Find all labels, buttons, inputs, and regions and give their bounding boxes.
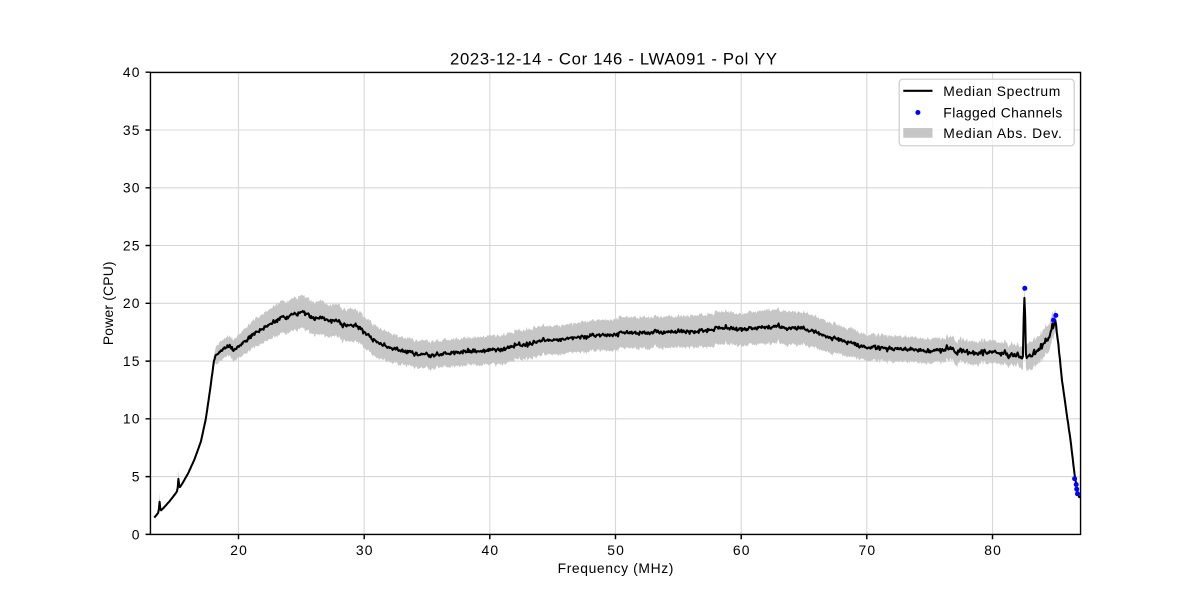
svg-text:30: 30 — [123, 180, 140, 196]
svg-text:25: 25 — [123, 237, 140, 253]
svg-text:Power (CPU): Power (CPU) — [100, 261, 116, 345]
svg-text:30: 30 — [356, 542, 373, 558]
svg-text:35: 35 — [123, 122, 140, 138]
svg-text:40: 40 — [482, 542, 499, 558]
svg-text:Frequency (MHz): Frequency (MHz) — [558, 560, 674, 576]
svg-text:5: 5 — [132, 469, 140, 485]
svg-text:10: 10 — [123, 411, 140, 427]
svg-text:70: 70 — [859, 542, 876, 558]
svg-text:20: 20 — [230, 542, 247, 558]
svg-text:20: 20 — [123, 295, 140, 311]
svg-text:40: 40 — [123, 64, 140, 80]
svg-text:Median Abs. Dev.: Median Abs. Dev. — [943, 125, 1062, 141]
svg-text:Median Spectrum: Median Spectrum — [943, 83, 1060, 99]
svg-text:15: 15 — [123, 353, 140, 369]
svg-text:2023-12-14 - Cor 146 - LWA091: 2023-12-14 - Cor 146 - LWA091 - Pol YY — [450, 49, 777, 68]
svg-text:60: 60 — [733, 542, 750, 558]
svg-text:80: 80 — [984, 542, 1001, 558]
svg-text:Flagged Channels: Flagged Channels — [943, 105, 1062, 121]
svg-text:50: 50 — [607, 542, 624, 558]
svg-text:0: 0 — [132, 526, 140, 542]
